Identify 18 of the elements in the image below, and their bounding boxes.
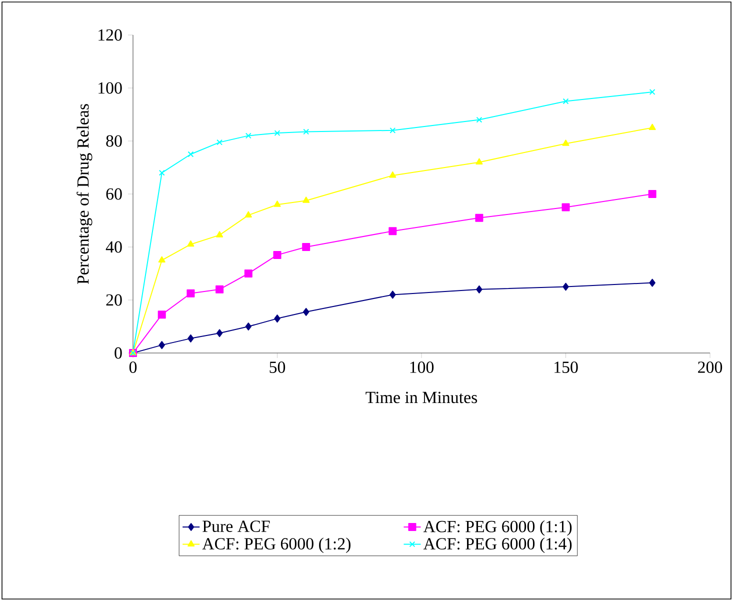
y-tick-label: 120 bbox=[98, 29, 122, 41]
x-axis-title: Time in Minutes bbox=[366, 392, 478, 404]
legend-label: ACF: PEG 6000 (1:2) bbox=[202, 538, 350, 553]
y-tick-label: 80 bbox=[106, 135, 122, 147]
x-tick-label: 50 bbox=[270, 362, 286, 373]
y-tick-label: 100 bbox=[98, 82, 122, 94]
y-tick-label: 40 bbox=[106, 241, 122, 253]
y-tick-label: 0 bbox=[114, 347, 122, 359]
x-tick-label: 150 bbox=[554, 362, 578, 373]
x-tick-label: 200 bbox=[698, 362, 722, 373]
y-tick-label: 60 bbox=[106, 188, 122, 200]
legend-label: Pure ACF bbox=[202, 520, 270, 532]
y-axis-title: Percentage of Drug Releas bbox=[76, 104, 92, 284]
legend-label: ACF: PEG 6000 (1:1) bbox=[423, 520, 572, 536]
legend-label: ACF: PEG 6000 (1:4) bbox=[423, 538, 572, 553]
x-tick-label: 100 bbox=[410, 362, 434, 373]
y-tick-label: 20 bbox=[106, 294, 122, 306]
x-tick-label: 0 bbox=[129, 362, 137, 373]
